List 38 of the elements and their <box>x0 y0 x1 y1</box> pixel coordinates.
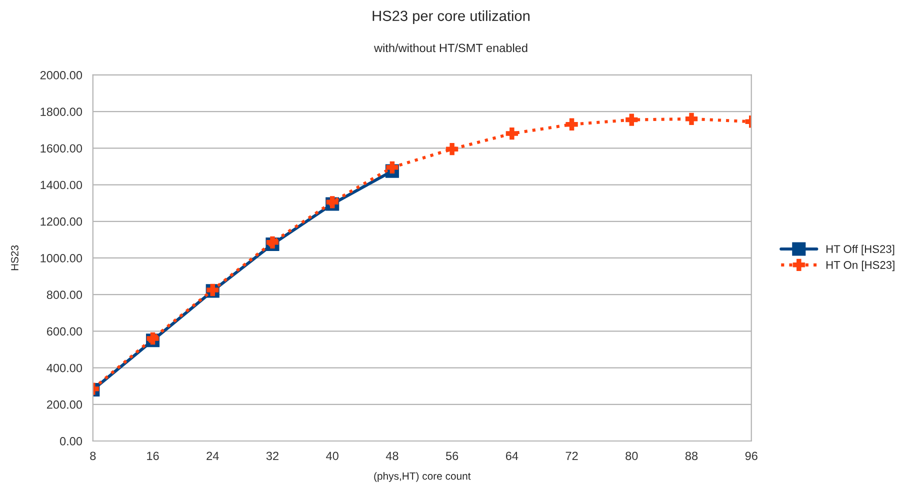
point <box>685 112 698 125</box>
x-tick-label: 16 <box>147 452 159 460</box>
x-tick-label: 40 <box>326 452 338 460</box>
y-tick-label: 1600.00 <box>40 144 82 153</box>
y-tick-label: 1400.00 <box>40 180 82 190</box>
point <box>506 127 518 140</box>
y-tick-label: 1200.00 <box>40 217 82 226</box>
chart-subtitle: with/without HT/SMT enabled <box>374 44 528 52</box>
x-tick-label: 56 <box>446 452 458 460</box>
x-tick-label: 88 <box>685 452 698 460</box>
y-tick-label: 800.00 <box>46 290 82 299</box>
y-tick-label: 2000.00 <box>40 71 82 80</box>
x-tick-label: 32 <box>266 452 278 460</box>
chart-title: HS23 per core utilization <box>372 10 530 24</box>
y-tick-label: 1800.00 <box>40 108 82 116</box>
y-tick-label: 200.00 <box>46 400 82 409</box>
point <box>146 332 159 345</box>
x-axis-title: (phys,HT) core count <box>374 472 471 482</box>
x-tick-label: 64 <box>506 452 518 460</box>
point <box>386 161 398 174</box>
point <box>626 114 638 126</box>
y-tick-label: 400.00 <box>46 364 82 372</box>
x-tick-label: 8 <box>90 452 96 460</box>
x-tick-label: 96 <box>745 452 758 460</box>
x-tick-label: 72 <box>566 452 578 460</box>
x-tick-label: 24 <box>206 452 219 460</box>
x-tick-label: 48 <box>386 452 398 460</box>
point <box>446 143 458 156</box>
point <box>326 196 338 208</box>
point <box>566 118 578 130</box>
x-tick-label: 80 <box>626 452 638 460</box>
point <box>266 236 279 249</box>
y-tick-label: 1000.00 <box>40 254 82 262</box>
y-axis-title: HS23 <box>11 245 18 270</box>
legend-label: HT On [HS23] <box>826 260 894 272</box>
y-tick-label: 600.00 <box>46 327 82 336</box>
y-tick-label: 0.00 <box>60 437 82 446</box>
legend-label: HT Off [HS23] <box>826 244 894 256</box>
